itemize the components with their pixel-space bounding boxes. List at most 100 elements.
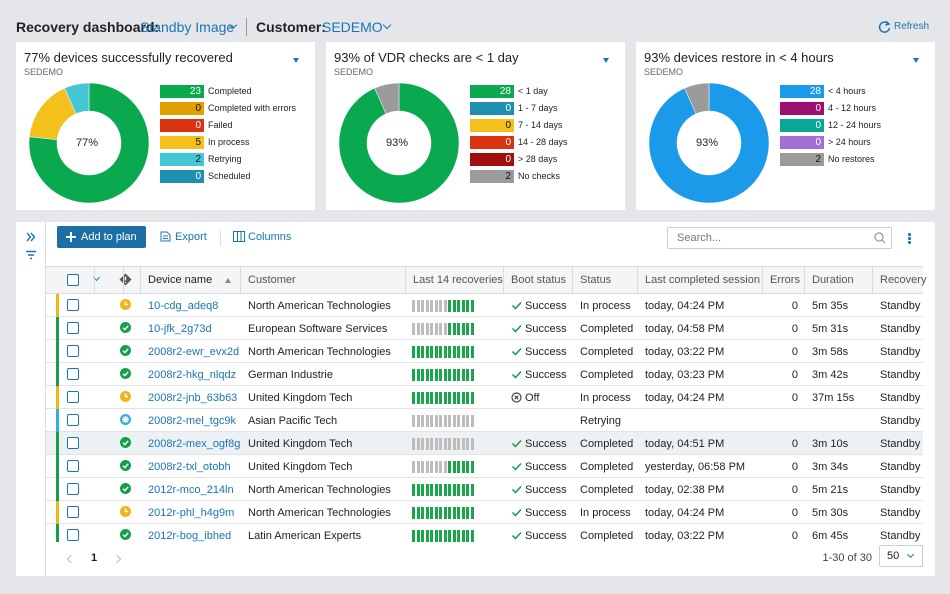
table-row[interactable]: 10-jfk_2g73d European Software Services Su… <box>46 317 923 340</box>
cell-duration: 3m 42s <box>812 369 849 381</box>
page-size-select[interactable]: 50 <box>879 545 923 567</box>
current-page[interactable]: 1 <box>91 552 98 564</box>
row-checkbox[interactable] <box>67 460 79 472</box>
device-name-link[interactable]: 2012r-phl_h4g9m <box>148 507 235 519</box>
status-icon <box>120 299 131 310</box>
device-name-link[interactable]: 2008r2-txl_otobh <box>148 461 231 473</box>
card-subtitle: SEDEMO <box>644 67 684 77</box>
cell-recovery: Standby Image <box>880 531 923 542</box>
customer-selector[interactable]: SEDEMO <box>322 19 383 35</box>
history-bar <box>412 369 415 381</box>
history-bar <box>470 461 474 473</box>
search-box[interactable]: Search... <box>667 227 892 249</box>
status-icon <box>120 322 131 333</box>
history-bar <box>434 438 438 450</box>
recovery-history <box>412 415 476 427</box>
history-bar <box>470 346 474 358</box>
row-checkbox[interactable] <box>67 529 79 541</box>
column-header[interactable]: Customer <box>248 274 296 286</box>
add-to-plan-button[interactable]: Add to plan <box>57 226 146 248</box>
row-checkbox[interactable] <box>67 322 79 334</box>
history-bar <box>421 484 424 496</box>
column-header[interactable]: Status <box>580 274 612 286</box>
row-checkbox[interactable] <box>67 506 79 518</box>
device-name-link[interactable]: 2008r2-hkg_nlqdz <box>148 369 237 381</box>
donut-center-label: 77% <box>75 137 99 149</box>
header-separator <box>503 267 504 293</box>
refresh-arrow <box>885 20 891 26</box>
cell-status: Completed <box>580 484 634 496</box>
table-row[interactable]: 2008r2-mel_tgc9k Asian Pacific Tech Retryi… <box>46 409 923 432</box>
legend-swatch: 0 <box>470 119 514 132</box>
device-name-link[interactable]: 2008r2-ewr_evx2d <box>148 346 240 358</box>
device-name-link[interactable]: 2012r-bog_ibhed <box>148 530 232 542</box>
column-header[interactable]: Last 14 recoveries <box>413 274 503 286</box>
status-icon <box>120 506 131 517</box>
columns-button[interactable]: Columns <box>248 231 292 243</box>
history-bar <box>421 369 424 381</box>
cell-status: In process <box>580 392 631 404</box>
status-icon-glyph <box>122 416 129 423</box>
legend-label: 12 - 24 hours <box>828 120 882 130</box>
history-bar <box>412 323 415 335</box>
column-header[interactable]: Boot status <box>511 274 567 286</box>
table-row[interactable]: 2012r-bog_ibhed Latin American Experts Suc… <box>46 524 923 542</box>
row-checkbox[interactable] <box>67 437 79 449</box>
cell-errors: 0 <box>791 438 798 450</box>
table-row[interactable]: 2008r2-jnb_63b63 United Kingdom Tech Off In… <box>46 386 923 409</box>
donut-center-label: 93% <box>385 137 409 149</box>
view-selector[interactable]: Standby Image <box>140 19 235 35</box>
device-name-link[interactable]: 2008r2-mex_ogf8g <box>148 438 241 450</box>
row-checkbox[interactable] <box>67 414 79 426</box>
legend-swatch: 0 <box>470 153 514 166</box>
cell-errors: 0 <box>791 507 798 519</box>
select-all-checkbox[interactable] <box>67 274 79 286</box>
history-bar <box>457 300 460 312</box>
table-row[interactable]: 10-cdg_adeq8 North American Technologies S… <box>46 294 923 317</box>
column-header[interactable]: Device name <box>148 274 213 286</box>
row-checkbox[interactable] <box>67 368 79 380</box>
boot-check <box>511 301 522 310</box>
row-checkbox[interactable] <box>67 483 79 495</box>
history-bar <box>412 415 415 427</box>
history-bar <box>452 530 456 542</box>
row-status-stripe <box>56 524 59 542</box>
card-menu[interactable] <box>913 58 919 63</box>
card-menu[interactable] <box>293 58 299 63</box>
device-name-link[interactable]: 2008r2-jnb_63b63 <box>148 392 238 404</box>
row-checkbox[interactable] <box>67 345 79 357</box>
device-name-link[interactable]: 2008r2-mel_tgc9k <box>148 415 237 427</box>
device-name-link[interactable]: 10-jfk_2g73d <box>148 323 212 335</box>
legend-value: 0 <box>195 103 201 114</box>
next-page[interactable] <box>112 554 122 564</box>
column-header[interactable]: Recovery <box>880 274 927 286</box>
history-bar <box>457 392 460 404</box>
device-name-link[interactable]: 10-cdg_adeq8 <box>148 300 219 312</box>
export-button[interactable]: Export <box>175 231 207 243</box>
card-menu[interactable] <box>603 58 609 63</box>
column-header[interactable]: Errors <box>770 274 800 286</box>
table-row[interactable]: 2008r2-txl_otobh United Kingdom Tech Succe… <box>46 455 923 478</box>
history-bar <box>443 392 447 404</box>
row-checkbox[interactable] <box>67 391 79 403</box>
cell-duration: 5m 31s <box>812 323 849 335</box>
refresh-button[interactable]: Refresh <box>894 21 930 32</box>
device-name-link[interactable]: 2012r-mco_214ln <box>148 484 234 496</box>
legend-label: > 28 days <box>518 154 558 164</box>
column-header[interactable]: Duration <box>812 274 854 286</box>
table-row[interactable]: 2012r-phl_h4g9m North American Technologi… <box>46 501 923 524</box>
row-checkbox[interactable] <box>67 299 79 311</box>
more-menu-dot[interactable] <box>908 233 911 236</box>
table-row[interactable]: 2008r2-ewr_evx2d North American Technolog… <box>46 340 923 363</box>
recovery-history <box>412 323 476 335</box>
recovery-history <box>412 530 476 542</box>
table-row[interactable]: 2008r2-hkg_nlqdz German Industrie Success C… <box>46 363 923 386</box>
column-header[interactable]: Last completed session <box>645 274 760 286</box>
table-row[interactable]: 2008r2-mex_ogf8g United Kingdom Tech Succe… <box>46 432 923 455</box>
recovery-history <box>412 461 476 473</box>
history-bar <box>434 392 438 404</box>
table-row[interactable]: 2012r-mco_214ln North American Technologi… <box>46 478 923 501</box>
more-menu-dot[interactable] <box>908 241 911 244</box>
more-menu-dot[interactable] <box>908 237 911 240</box>
prev-page[interactable] <box>66 554 76 564</box>
